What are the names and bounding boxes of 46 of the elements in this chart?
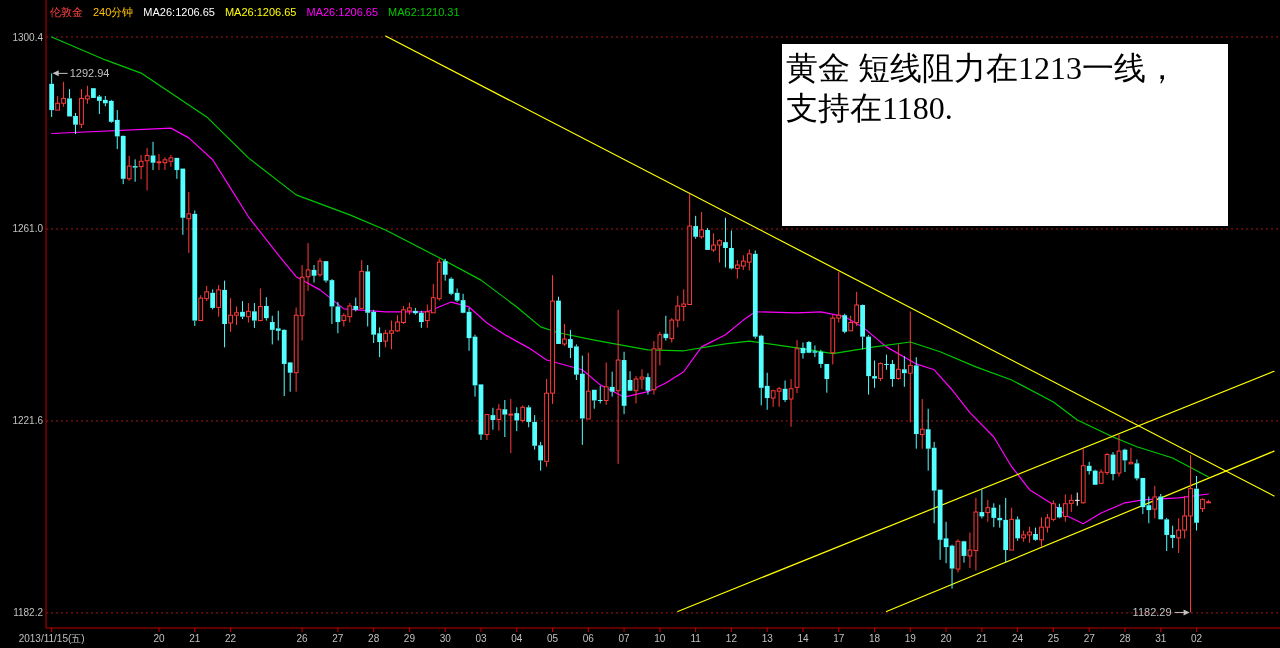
x-tick-label: 13 — [761, 633, 774, 644]
x-tick-label: 05 — [546, 633, 559, 644]
x-tick-label: 14 — [797, 633, 809, 644]
x-tick-label: 2013/11/15(五) — [18, 633, 85, 644]
annotation: MA26:1206.65 — [224, 6, 297, 18]
y-tick-label: 1221.6 — [12, 415, 44, 427]
annotation: 1182.29 — [1132, 606, 1172, 619]
x-tick-label: 21 — [189, 633, 201, 644]
x-tick-label: 24 — [1012, 633, 1024, 644]
x-tick-label: 10 — [654, 633, 666, 644]
x-tick-label: 27 — [1083, 633, 1096, 644]
x-tick-label: 19 — [904, 633, 917, 644]
annotation: MA26:1206.65 — [143, 6, 215, 18]
x-tick-label: 31 — [1155, 633, 1167, 644]
x-tick-label: 20 — [153, 633, 165, 644]
x-tick-label: 22 — [224, 633, 237, 644]
x-tick-label: 20 — [940, 633, 953, 644]
x-tick-label: 18 — [868, 633, 881, 644]
x-tick-label: 28 — [1119, 633, 1131, 644]
x-tick-label: 21 — [976, 633, 988, 644]
y-tick-label: 1261.0 — [12, 223, 44, 235]
y-tick-label: 1182.2 — [13, 607, 44, 619]
line-series — [51, 36, 1210, 478]
annotation: 1292.94 — [69, 67, 110, 80]
text: 伦敦金 — [50, 6, 83, 18]
text: 240分钟 — [93, 6, 134, 18]
annotation: 黄金 短线阻力在1213一线，支持在1180. — [785, 49, 1179, 128]
x-tick-label: 27 — [332, 633, 344, 644]
x-tick-label: 02 — [1190, 633, 1203, 644]
x-tick-label: 17 — [833, 633, 845, 644]
y-tick-label: 1300.4 — [12, 31, 44, 43]
x-tick-label: 25 — [1047, 633, 1060, 644]
text: MA26:1206.65 — [306, 6, 379, 18]
x-tick-label: 04 — [511, 633, 523, 644]
x-tick-label: 11 — [690, 633, 702, 644]
x-tick-label: 30 — [439, 633, 452, 644]
text: MA62:1210.31 — [388, 6, 460, 18]
x-tick-label: 28 — [368, 633, 380, 644]
x-tick-label: 03 — [475, 633, 487, 644]
x-tick-label: 06 — [582, 633, 595, 644]
line-series — [51, 127, 1210, 525]
note-box: 黄金 短线阻力在1213一线，支持在1180. — [782, 44, 1228, 226]
x-tick-label: 07 — [618, 633, 631, 644]
x-tick-label: 29 — [403, 633, 416, 644]
x-tick-label: 12 — [725, 633, 738, 644]
x-tick-label: 26 — [296, 633, 309, 644]
